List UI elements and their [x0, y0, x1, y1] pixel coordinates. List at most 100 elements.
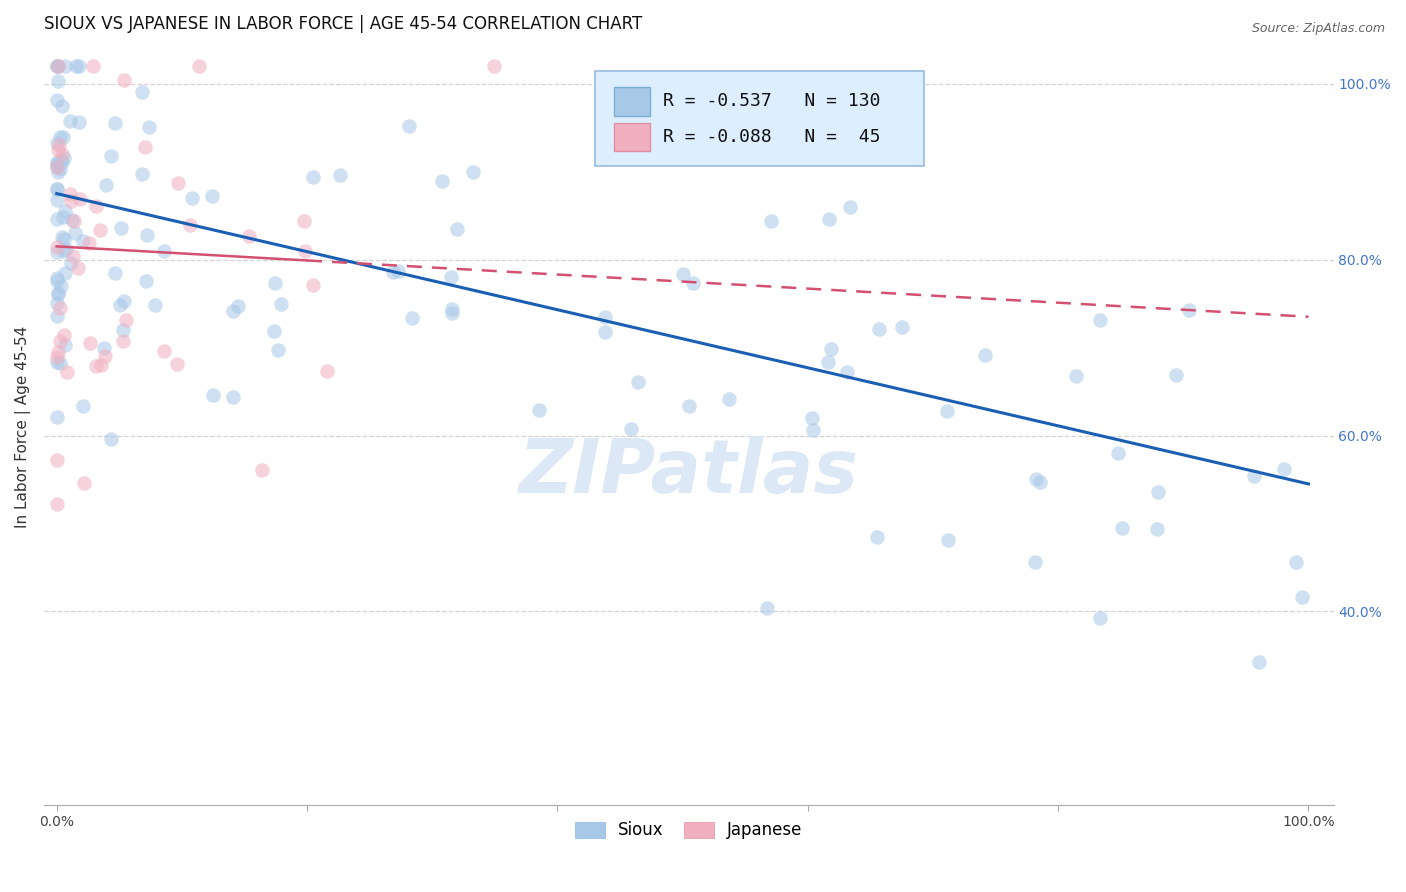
Point: [1025, 472, 1047, 486]
Point: [461, 165, 484, 179]
Point: [49, 279, 72, 293]
Point: [201, 188, 224, 202]
Bar: [614, 87, 650, 116]
Point: [891, 320, 914, 334]
Text: SIOUX VS JAPANESE IN LABOR FORCE | AGE 45-54 CORRELATION CHART: SIOUX VS JAPANESE IN LABOR FORCE | AGE 4…: [44, 15, 643, 33]
Point: [866, 530, 889, 544]
Point: [51, 154, 73, 169]
Point: [672, 268, 695, 282]
Point: [529, 403, 551, 417]
Point: [59, 194, 82, 209]
Point: [938, 533, 960, 548]
Point: [817, 355, 839, 369]
Point: [46, 285, 69, 300]
Point: [46, 345, 69, 359]
Point: [53, 244, 76, 259]
Point: [49, 356, 72, 370]
Point: [179, 218, 201, 232]
Point: [48, 161, 70, 176]
Point: [620, 422, 643, 436]
Point: [90, 358, 112, 372]
Point: [46, 240, 69, 254]
Point: [55, 243, 77, 257]
Point: [45, 157, 67, 171]
Point: [72, 234, 94, 248]
Point: [678, 399, 700, 413]
Point: [45, 161, 67, 175]
Point: [935, 404, 957, 418]
Point: [45, 59, 67, 73]
Point: [60, 212, 83, 227]
Point: [1247, 655, 1270, 669]
Point: [759, 214, 782, 228]
Point: [86, 359, 108, 373]
Point: [45, 452, 67, 467]
Point: [222, 390, 245, 404]
Point: [817, 211, 839, 226]
Point: [45, 309, 67, 323]
Point: [45, 211, 67, 226]
Point: [96, 178, 118, 192]
Point: [682, 276, 704, 290]
Point: [868, 322, 890, 336]
Point: [69, 193, 91, 207]
Point: [52, 129, 75, 144]
Point: [67, 115, 90, 129]
Point: [973, 348, 995, 362]
Point: [440, 302, 463, 317]
Point: [45, 136, 67, 150]
Point: [111, 334, 134, 348]
Point: [104, 116, 127, 130]
Point: [46, 410, 69, 425]
Point: [67, 59, 90, 73]
Point: [111, 323, 134, 337]
Point: [1291, 590, 1313, 604]
Point: [51, 147, 73, 161]
Point: [315, 364, 337, 378]
Point: [1111, 521, 1133, 535]
Point: [167, 176, 190, 190]
Point: [134, 140, 156, 154]
Point: [49, 334, 72, 348]
Point: [627, 375, 650, 389]
Point: [1166, 368, 1188, 383]
Point: [143, 298, 166, 312]
Point: [593, 325, 616, 339]
Point: [59, 113, 82, 128]
Point: [131, 85, 153, 99]
Point: [138, 120, 160, 134]
Point: [46, 286, 69, 301]
Point: [45, 354, 67, 368]
Point: [112, 293, 135, 308]
Point: [267, 343, 290, 357]
Text: R = -0.088   N =  45: R = -0.088 N = 45: [664, 128, 880, 146]
Point: [387, 264, 409, 278]
Point: [839, 200, 862, 214]
Point: [48, 59, 70, 73]
Point: [79, 335, 101, 350]
Point: [45, 496, 67, 510]
Point: [136, 228, 159, 243]
Point: [63, 227, 86, 241]
Point: [238, 228, 260, 243]
Point: [49, 153, 72, 168]
Point: [46, 73, 69, 87]
Point: [45, 244, 67, 259]
Point: [51, 230, 73, 244]
Point: [56, 365, 79, 379]
Point: [45, 155, 67, 169]
Bar: [614, 122, 650, 152]
Point: [49, 301, 72, 315]
Point: [104, 266, 127, 280]
Point: [135, 274, 157, 288]
Point: [82, 59, 104, 73]
Point: [152, 244, 174, 259]
Point: [820, 343, 842, 357]
Point: [46, 59, 69, 73]
Point: [446, 222, 468, 236]
Point: [112, 73, 135, 87]
Point: [114, 313, 136, 327]
Point: [46, 59, 69, 73]
Point: [59, 186, 82, 201]
Point: [1107, 446, 1129, 460]
